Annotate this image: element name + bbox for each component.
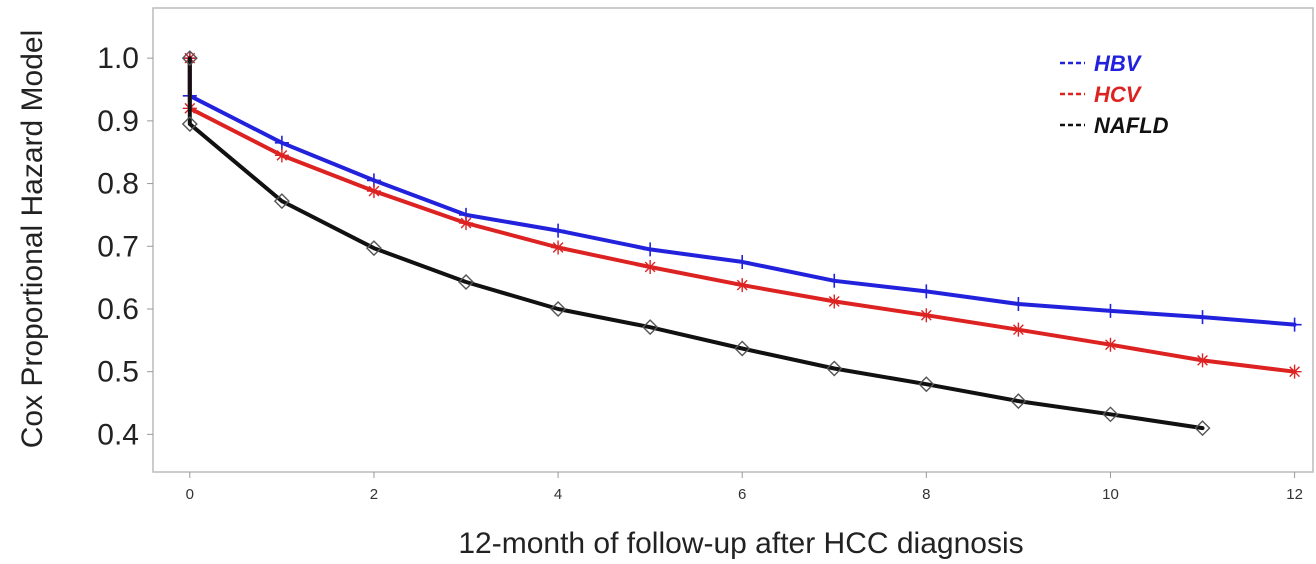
x-tick-label: 12 xyxy=(1286,486,1303,503)
data-point xyxy=(1011,322,1026,337)
y-tick-label: 1.0 xyxy=(97,42,139,75)
y-tick-label: 0.4 xyxy=(97,418,139,451)
data-point xyxy=(1287,317,1302,332)
data-point xyxy=(643,259,658,274)
data-point xyxy=(1010,393,1027,410)
data-point xyxy=(550,300,567,317)
data-point xyxy=(919,284,934,299)
data-point xyxy=(273,193,290,210)
x-axis-title: 12-month of follow-up after HCC diagnosi… xyxy=(458,527,1023,560)
data-point xyxy=(919,308,934,323)
data-point xyxy=(827,273,842,288)
data-point xyxy=(734,340,751,357)
data-point xyxy=(1195,310,1210,325)
data-point xyxy=(365,240,382,257)
series-line-hbv xyxy=(187,56,1297,327)
series-line-hcv xyxy=(187,56,1297,374)
data-point xyxy=(642,319,659,336)
data-point xyxy=(735,278,750,293)
data-point xyxy=(181,116,198,132)
data-point xyxy=(551,223,566,238)
legend-label: HCV xyxy=(1094,82,1143,107)
data-point xyxy=(1011,296,1026,311)
data-point xyxy=(643,242,658,257)
series-hbv xyxy=(182,51,1302,332)
data-point xyxy=(918,376,935,393)
x-tick-label: 6 xyxy=(738,486,746,503)
x-tick-label: 8 xyxy=(922,486,930,503)
data-point xyxy=(274,148,289,163)
y-tick-label: 0.8 xyxy=(97,168,139,201)
y-tick-label: 0.5 xyxy=(97,356,139,389)
data-point xyxy=(1103,337,1118,352)
data-point xyxy=(1195,353,1210,368)
x-tick-label: 4 xyxy=(554,486,562,503)
data-point xyxy=(827,294,842,309)
legend-label: NAFLD xyxy=(1094,113,1169,138)
data-point xyxy=(1287,364,1302,379)
data-point xyxy=(1194,420,1211,437)
data-point xyxy=(735,254,750,269)
data-point xyxy=(551,240,566,255)
y-axis-title: Cox Proportional Hazard Model xyxy=(16,30,49,449)
legend-label: HBV xyxy=(1094,51,1143,76)
series-line-nafld xyxy=(187,56,1205,431)
series-nafld xyxy=(181,50,1211,437)
data-point xyxy=(458,274,475,291)
x-tick-label: 10 xyxy=(1102,486,1119,503)
y-tick-label: 0.9 xyxy=(97,105,139,138)
y-tick-label: 0.6 xyxy=(97,293,139,326)
y-tick-label: 0.7 xyxy=(97,230,139,263)
data-point xyxy=(274,135,289,150)
data-point xyxy=(1103,303,1118,318)
plot-area-frame xyxy=(152,7,1314,473)
data-point xyxy=(826,360,843,377)
data-point xyxy=(181,50,198,67)
legend: HBV HCV NAFLD xyxy=(1060,51,1169,138)
data-point xyxy=(1102,406,1119,423)
x-tick-label: 0 xyxy=(186,486,194,503)
x-tick-label: 2 xyxy=(370,486,378,503)
data-point xyxy=(366,184,381,199)
data-point xyxy=(459,216,474,231)
